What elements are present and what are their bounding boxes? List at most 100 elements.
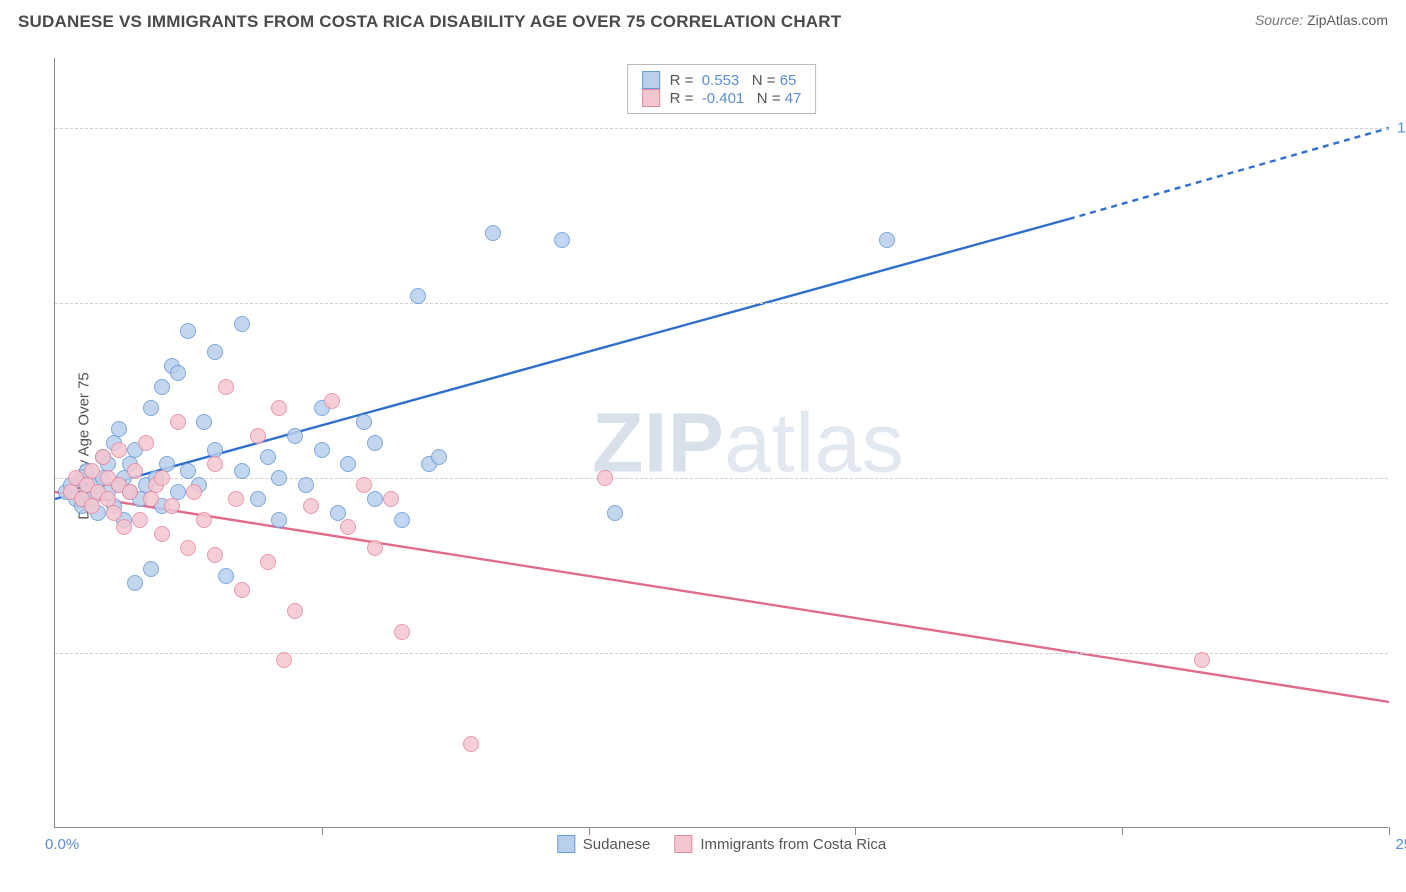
data-point [106, 505, 122, 521]
data-point [394, 624, 410, 640]
x-axis-start-label: 0.0% [45, 836, 79, 853]
data-point [485, 225, 501, 241]
stat-text: R = 0.553 N = 65 [670, 72, 797, 89]
gridline-h [55, 653, 1388, 654]
data-point [228, 491, 244, 507]
data-point [180, 323, 196, 339]
data-point [138, 435, 154, 451]
data-point [367, 540, 383, 556]
data-point [271, 512, 287, 528]
data-point [383, 491, 399, 507]
data-point [84, 498, 100, 514]
correlation-stats-box: R = 0.553 N = 65R = -0.401 N = 47 [627, 64, 817, 114]
x-axis-end-label: 25.0% [1395, 836, 1406, 853]
data-point [234, 316, 250, 332]
data-point [186, 484, 202, 500]
data-point [356, 477, 372, 493]
gridline-h [55, 303, 1388, 304]
data-point [879, 232, 895, 248]
data-point [218, 568, 234, 584]
data-point [218, 379, 234, 395]
data-point [122, 484, 138, 500]
data-point [154, 379, 170, 395]
data-point [207, 547, 223, 563]
correlation-chart: ZIPatlas R = 0.553 N = 65R = -0.401 N = … [54, 58, 1388, 828]
data-point [271, 400, 287, 416]
source-attribution: Source: ZipAtlas.com [1255, 12, 1388, 28]
legend-swatch [674, 835, 692, 853]
data-point [597, 470, 613, 486]
data-point [271, 470, 287, 486]
data-point [143, 400, 159, 416]
data-point [260, 449, 276, 465]
data-point [111, 421, 127, 437]
legend-label: Immigrants from Costa Rica [700, 836, 886, 853]
data-point [180, 463, 196, 479]
legend-swatch [642, 89, 660, 107]
stat-row: R = -0.401 N = 47 [642, 89, 802, 107]
data-point [154, 470, 170, 486]
stat-text: R = -0.401 N = 47 [670, 90, 802, 107]
data-point [1194, 652, 1210, 668]
data-point [250, 491, 266, 507]
data-point [367, 491, 383, 507]
data-point [143, 561, 159, 577]
data-point [607, 505, 623, 521]
data-point [554, 232, 570, 248]
data-point [314, 442, 330, 458]
watermark: ZIPatlas [592, 394, 904, 491]
y-tick-label: 100.0% [1397, 120, 1406, 137]
watermark-rest: atlas [724, 395, 904, 489]
x-tick [322, 827, 323, 835]
x-tick [1389, 827, 1390, 835]
data-point [234, 463, 250, 479]
data-point [170, 414, 186, 430]
legend-label: Sudanese [583, 836, 651, 853]
data-point [431, 449, 447, 465]
data-point [127, 575, 143, 591]
data-point [111, 442, 127, 458]
data-point [340, 456, 356, 472]
data-point [340, 519, 356, 535]
data-point [170, 365, 186, 381]
data-point [330, 505, 346, 521]
data-point [132, 512, 148, 528]
data-point [367, 435, 383, 451]
data-point [127, 463, 143, 479]
data-point [196, 414, 212, 430]
data-point [298, 477, 314, 493]
data-point [95, 449, 111, 465]
legend-item: Immigrants from Costa Rica [674, 835, 886, 853]
data-point [463, 736, 479, 752]
data-point [303, 498, 319, 514]
x-tick [589, 827, 590, 835]
data-point [234, 582, 250, 598]
data-point [276, 652, 292, 668]
page-title: SUDANESE VS IMMIGRANTS FROM COSTA RICA D… [18, 12, 841, 32]
data-point [410, 288, 426, 304]
legend: Sudanese Immigrants from Costa Rica [557, 835, 886, 853]
stat-row: R = 0.553 N = 65 [642, 71, 802, 89]
data-point [143, 491, 159, 507]
data-point [250, 428, 266, 444]
x-tick [855, 827, 856, 835]
data-point [324, 393, 340, 409]
data-point [207, 456, 223, 472]
gridline-h [55, 478, 1388, 479]
data-point [164, 498, 180, 514]
source-value: ZipAtlas.com [1307, 12, 1388, 28]
source-label: Source: [1255, 12, 1307, 28]
data-point [287, 428, 303, 444]
data-point [356, 414, 372, 430]
data-point [154, 526, 170, 542]
data-point [196, 512, 212, 528]
legend-swatch [557, 835, 575, 853]
data-point [207, 344, 223, 360]
x-tick [1122, 827, 1123, 835]
data-point [394, 512, 410, 528]
legend-swatch [642, 71, 660, 89]
gridline-h [55, 128, 1388, 129]
data-point [116, 519, 132, 535]
data-point [287, 603, 303, 619]
data-point [84, 463, 100, 479]
